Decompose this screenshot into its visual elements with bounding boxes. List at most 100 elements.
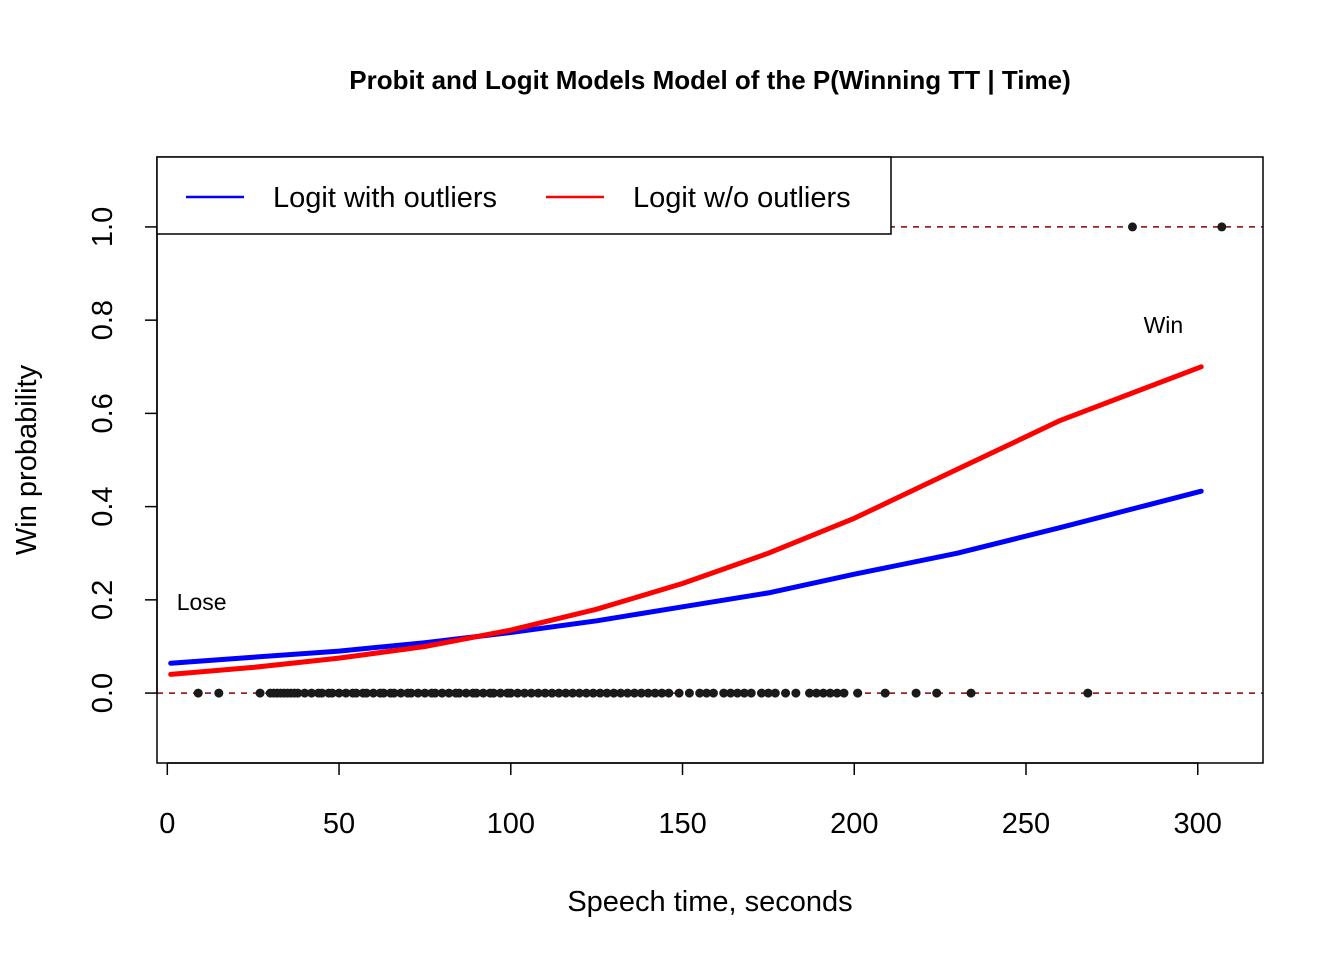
data-point-lose xyxy=(568,688,578,698)
data-point-lose xyxy=(839,688,849,698)
data-point-lose xyxy=(406,688,416,698)
data-point-lose xyxy=(966,688,976,698)
data-point-lose xyxy=(396,688,406,698)
data-point-lose xyxy=(708,688,718,698)
data-point-lose xyxy=(454,688,464,698)
y-axis-label: Win probability xyxy=(11,364,43,555)
data-point-lose xyxy=(389,688,399,698)
data-point-lose xyxy=(636,688,646,698)
data-point-lose xyxy=(657,688,667,698)
data-point-lose xyxy=(732,688,742,698)
chart-title: Probit and Logit Models Model of the P(W… xyxy=(349,65,1071,95)
data-point-lose xyxy=(506,688,516,698)
data-point-lose xyxy=(832,688,842,698)
data-point-lose xyxy=(811,688,821,698)
plot-area: Lose Win xyxy=(157,222,1263,698)
data-point-lose xyxy=(609,688,619,698)
y-tick-label: 0.2 xyxy=(87,580,119,620)
data-point-lose xyxy=(437,688,447,698)
data-point-lose xyxy=(214,688,224,698)
data-point-lose xyxy=(726,688,736,698)
data-point-lose xyxy=(880,688,890,698)
data-point-lose xyxy=(770,688,780,698)
data-point-lose xyxy=(533,688,543,698)
data-point-lose xyxy=(702,688,712,698)
data-point-lose xyxy=(757,688,767,698)
data-point-lose xyxy=(746,688,756,698)
legend: Logit with outliers Logit w/o outliers xyxy=(156,156,892,235)
data-point-lose xyxy=(461,688,471,698)
data-point-lose xyxy=(739,688,749,698)
data-point-lose xyxy=(588,688,598,698)
legend-label-logit-without-outliers: Logit w/o outliers xyxy=(633,182,851,214)
data-point-lose xyxy=(805,688,815,698)
data-point-lose xyxy=(674,688,684,698)
data-point-lose xyxy=(413,688,423,698)
data-point-lose xyxy=(629,688,639,698)
y-tick-label: 0.4 xyxy=(87,486,119,526)
data-point-lose xyxy=(818,688,828,698)
data-point-win xyxy=(1217,222,1227,232)
y-tick-label: 0.0 xyxy=(87,673,119,713)
data-point-lose xyxy=(853,688,863,698)
data-point-lose xyxy=(300,688,310,698)
x-tick-label: 300 xyxy=(1174,808,1222,840)
data-point-lose xyxy=(334,688,344,698)
data-point-lose xyxy=(595,688,605,698)
data-point-lose xyxy=(684,688,694,698)
x-tick-label: 150 xyxy=(658,808,706,840)
data-point-lose xyxy=(430,688,440,698)
data-point-lose xyxy=(695,688,705,698)
data-point-lose xyxy=(471,688,481,698)
data-point-lose xyxy=(255,688,265,698)
data-point-lose xyxy=(719,688,729,698)
data-point-lose xyxy=(478,688,488,698)
x-axis-label: Speech time, seconds xyxy=(567,886,852,918)
x-tick-label: 100 xyxy=(487,808,535,840)
x-tick-label: 0 xyxy=(159,808,175,840)
series-line-logit-without-outliers xyxy=(168,364,1204,677)
data-point-lose xyxy=(650,688,660,698)
data-point-lose xyxy=(513,688,523,698)
data-point-lose xyxy=(327,688,337,698)
data-point-lose xyxy=(317,688,327,698)
data-point-win xyxy=(1127,222,1137,232)
data-point-lose xyxy=(602,688,612,698)
data-point-lose xyxy=(293,688,303,698)
data-point-lose xyxy=(444,688,454,698)
data-point-lose xyxy=(495,688,505,698)
data-point-lose xyxy=(932,688,942,698)
y-tick-label: 0.6 xyxy=(87,393,119,433)
data-point-lose xyxy=(574,688,584,698)
data-point-lose xyxy=(791,688,801,698)
data-point-lose xyxy=(520,688,530,698)
annotation-win: Win xyxy=(1144,312,1184,338)
x-axis: 0 50 100 150 200 250 300 xyxy=(159,762,1222,840)
data-point-lose xyxy=(561,688,571,698)
data-point-lose xyxy=(616,688,626,698)
data-point-lose xyxy=(368,688,378,698)
data-point-lose xyxy=(351,688,361,698)
data-point-lose xyxy=(581,688,591,698)
data-point-lose xyxy=(664,688,674,698)
data-point-lose xyxy=(341,688,351,698)
y-tick-label: 0.8 xyxy=(87,300,119,340)
y-tick-label: 1.0 xyxy=(87,207,119,247)
data-point-lose xyxy=(1083,688,1093,698)
data-point-lose xyxy=(623,688,633,698)
plot-frame xyxy=(156,156,1264,764)
data-point-lose xyxy=(763,688,773,698)
x-tick-label: 200 xyxy=(830,808,878,840)
x-tick-label: 50 xyxy=(323,808,355,840)
annotation-lose: Lose xyxy=(177,589,227,615)
series-line-logit-with-outliers xyxy=(168,488,1204,666)
data-point-lose xyxy=(825,688,835,698)
data-point-lose xyxy=(379,688,389,698)
data-point-lose xyxy=(554,688,564,698)
data-point-lose xyxy=(489,688,499,698)
x-tick-label: 250 xyxy=(1002,808,1050,840)
data-point-lose xyxy=(193,688,203,698)
data-point-lose xyxy=(643,688,653,698)
data-point-lose xyxy=(911,688,921,698)
